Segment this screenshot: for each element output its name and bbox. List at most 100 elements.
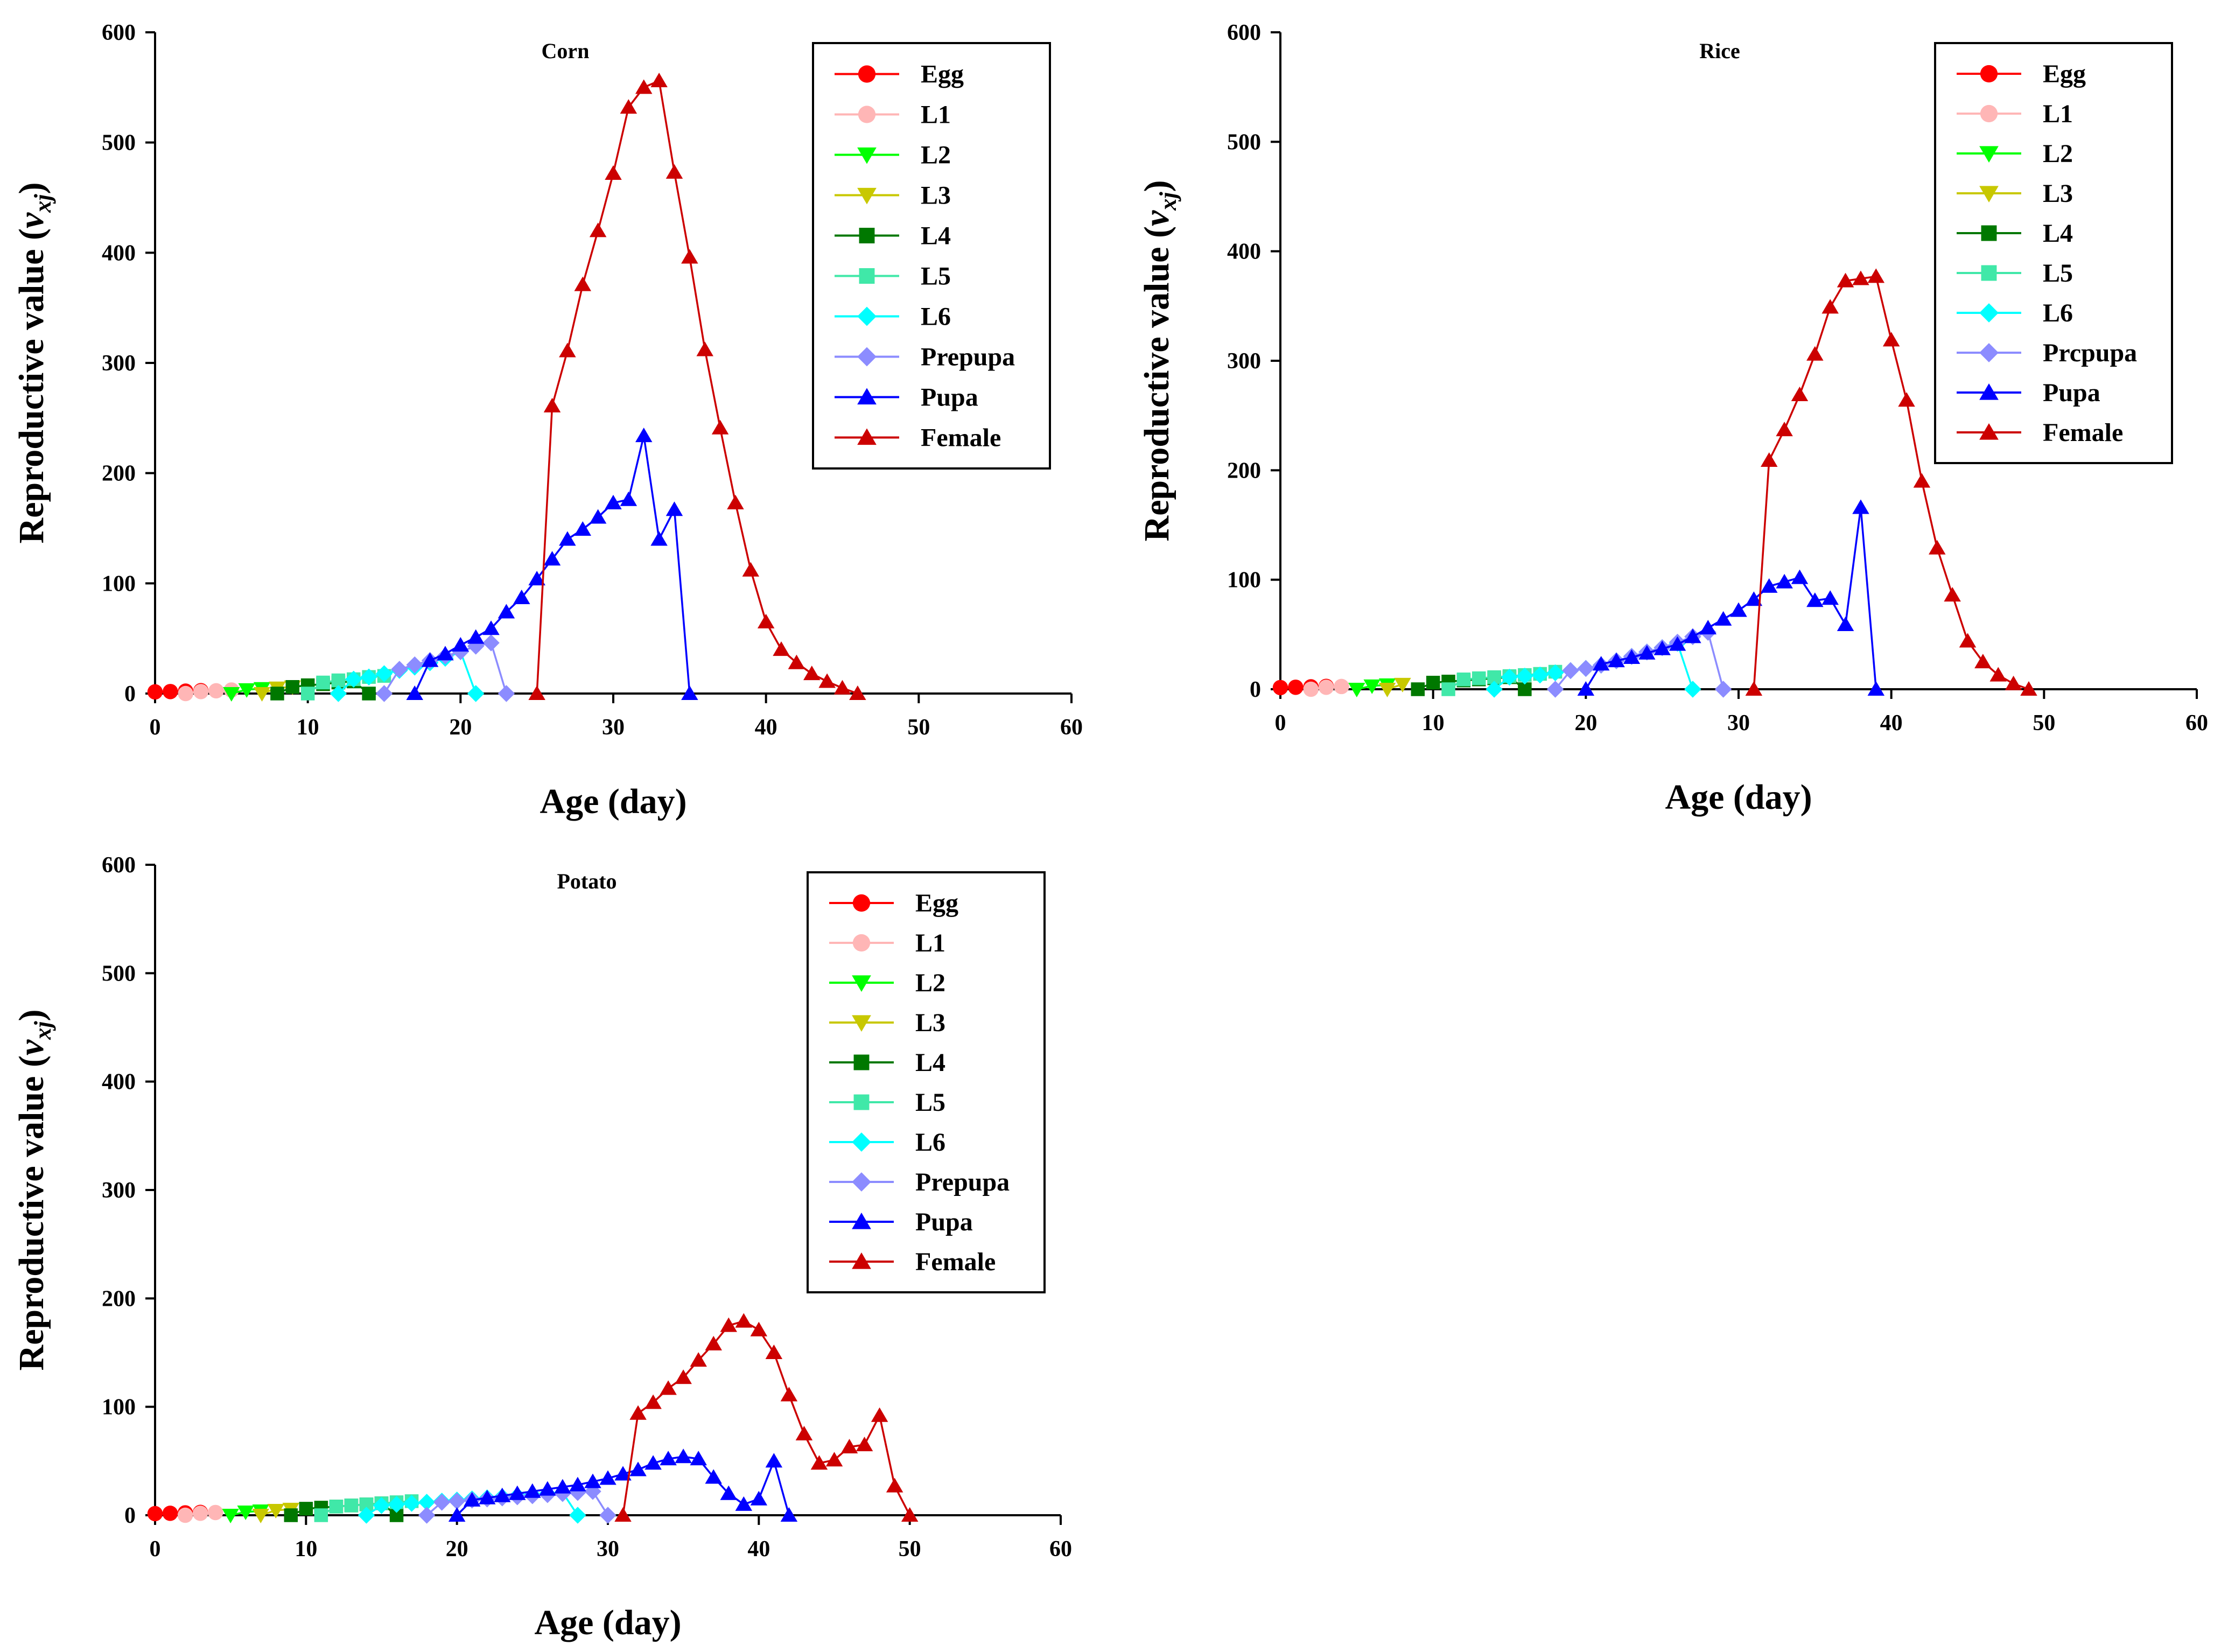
y-tick-label: 100 (102, 1395, 136, 1420)
legend-marker (857, 147, 877, 164)
data-point (437, 646, 454, 661)
legend-label: Egg (915, 889, 958, 918)
data-point (1745, 681, 1763, 696)
data-point (574, 276, 592, 291)
y-tick-label: 200 (102, 1286, 136, 1311)
y-tick-label: 300 (102, 351, 136, 376)
legend: Egg L1 L2 L3 L4 L5 L6 Prepupa Pupa Female (807, 871, 1046, 1293)
legend-marker (852, 894, 871, 912)
data-point (765, 1453, 783, 1468)
data-point (803, 666, 821, 681)
data-point (665, 164, 683, 179)
x-tick-label: 30 (602, 715, 625, 740)
data-point (1760, 452, 1778, 467)
legend-marker (857, 347, 877, 367)
data-point (780, 1507, 798, 1522)
data-point (375, 665, 393, 682)
legend-label: L5 (921, 262, 951, 291)
data-point (635, 79, 653, 94)
x-tick-label: 0 (1275, 711, 1286, 736)
x-tick-label: 30 (1727, 711, 1750, 736)
x-tick-label: 30 (597, 1537, 619, 1562)
legend-label: Female (915, 1248, 996, 1276)
data-point (1684, 681, 1701, 698)
data-point (1821, 299, 1839, 314)
series-female (1745, 268, 2037, 696)
data-point (498, 685, 515, 702)
data-point (871, 1407, 888, 1422)
data-point (391, 661, 408, 678)
data-point (1974, 654, 1992, 669)
data-point (605, 165, 622, 180)
y-tick-label: 100 (102, 571, 136, 596)
data-point (252, 1509, 269, 1523)
x-tick-label: 10 (295, 1537, 317, 1562)
data-point (1487, 670, 1501, 684)
data-point (524, 1483, 541, 1498)
data-point (1837, 617, 1854, 632)
data-point (1608, 653, 1625, 668)
x-tick-label: 40 (1880, 711, 1903, 736)
data-point (569, 1476, 586, 1492)
data-point (1959, 633, 1977, 648)
data-point (192, 1506, 208, 1521)
data-point (614, 1507, 632, 1522)
data-point (1730, 602, 1747, 617)
data-point (285, 680, 300, 694)
data-point (705, 1469, 722, 1484)
y-tick-label: 200 (102, 461, 136, 486)
data-point (528, 571, 545, 586)
data-point (750, 1321, 768, 1336)
data-point (1363, 679, 1381, 694)
data-point (705, 1335, 722, 1350)
data-point (1348, 683, 1365, 697)
x-tick-label: 20 (446, 1537, 468, 1562)
data-point (314, 1508, 328, 1522)
data-point (1318, 680, 1334, 695)
data-point (1929, 540, 1946, 555)
data-point (1714, 611, 1732, 626)
data-point (344, 1499, 359, 1513)
legend-marker (1980, 65, 1998, 83)
data-point (467, 685, 485, 702)
x-tick-label: 50 (2033, 711, 2055, 736)
data-point (448, 1507, 466, 1522)
data-point (840, 1439, 858, 1454)
data-point (856, 1437, 873, 1452)
data-point (147, 1506, 163, 1522)
x-tick-label: 20 (449, 715, 472, 740)
legend-marker (852, 934, 871, 952)
data-point (358, 1507, 375, 1524)
chart-panel-potato: 0 10 20 30 40 50 600100200300400500600PotatoAg… (12, 853, 1072, 1642)
x-tick-label: 10 (1422, 711, 1445, 736)
data-point (727, 494, 744, 509)
data-point (1776, 573, 1793, 589)
legend-marker (1979, 186, 1999, 202)
legend-label: L5 (915, 1088, 945, 1117)
legend-label: L6 (915, 1128, 945, 1157)
legend: Egg L1 L2 L3 L4 L5 L6 Prepupa Pupa Female (812, 42, 1051, 470)
data-point (681, 249, 698, 264)
data-point (711, 419, 729, 435)
data-point (757, 613, 775, 628)
data-point (403, 1495, 421, 1512)
data-point (207, 1504, 223, 1521)
legend-label: L2 (915, 969, 945, 997)
data-point (373, 1497, 390, 1514)
data-point (833, 680, 851, 695)
data-point (720, 1317, 738, 1332)
data-point (267, 1503, 285, 1518)
data-point (433, 1494, 451, 1511)
data-point (177, 1507, 193, 1523)
y-tick-label: 400 (1227, 240, 1261, 264)
chart-title: Corn (542, 39, 590, 63)
data-point (270, 687, 284, 701)
data-point (1837, 272, 1854, 288)
y-tick-label: 0 (124, 1503, 136, 1528)
legend-marker (1979, 383, 1999, 400)
legend-marker (858, 65, 876, 83)
legend-marker (859, 228, 875, 243)
data-point (223, 687, 240, 702)
legend-marker (852, 1213, 871, 1229)
